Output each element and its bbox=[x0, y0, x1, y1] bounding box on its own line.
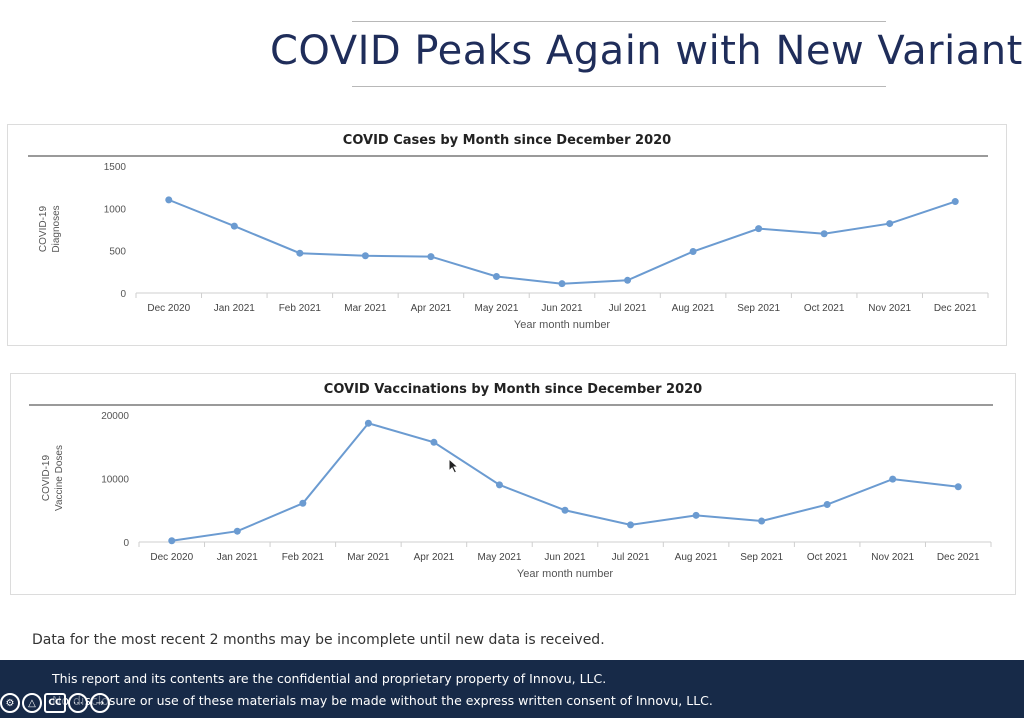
player-controls: ⚙ △ CC ⋯ → bbox=[0, 692, 110, 714]
forward-icon[interactable]: → bbox=[90, 693, 110, 713]
mouse-cursor-icon bbox=[448, 458, 460, 474]
data-point[interactable] bbox=[689, 248, 697, 256]
y-axis-title: COVID-19 Vaccine Doses bbox=[41, 445, 65, 511]
data-point[interactable] bbox=[168, 537, 176, 545]
x-tick-label: Aug 2021 bbox=[675, 552, 718, 563]
x-tick-label: Dec 2020 bbox=[147, 303, 190, 314]
x-tick-label: Jun 2021 bbox=[541, 303, 583, 314]
data-point[interactable] bbox=[427, 253, 435, 261]
x-tick-label: May 2021 bbox=[478, 552, 522, 563]
data-point[interactable] bbox=[299, 499, 307, 507]
data-point[interactable] bbox=[230, 222, 238, 230]
settings-icon[interactable]: ⚙ bbox=[0, 693, 20, 713]
data-point[interactable] bbox=[296, 249, 304, 257]
x-tick-label: Nov 2021 bbox=[868, 303, 911, 314]
data-point[interactable] bbox=[495, 481, 503, 489]
data-point[interactable] bbox=[627, 521, 635, 529]
title-rule-bottom bbox=[352, 86, 886, 87]
footer-confidential-text: This report and its contents are the con… bbox=[52, 671, 607, 686]
x-tick-label: Feb 2021 bbox=[282, 552, 325, 563]
x-axis-title: Year month number bbox=[514, 319, 611, 331]
y-tick-label: 10000 bbox=[101, 475, 129, 486]
x-tick-label: Oct 2021 bbox=[807, 552, 848, 563]
x-tick-label: May 2021 bbox=[475, 303, 519, 314]
x-tick-label: Sep 2021 bbox=[737, 303, 780, 314]
x-tick-label: Jul 2021 bbox=[609, 303, 647, 314]
x-tick-label: Jan 2021 bbox=[214, 303, 256, 314]
x-tick-label: Jun 2021 bbox=[544, 552, 586, 563]
x-tick-label: Oct 2021 bbox=[804, 303, 845, 314]
data-point[interactable] bbox=[954, 483, 962, 491]
data-point[interactable] bbox=[361, 252, 369, 260]
y-tick-label: 1500 bbox=[104, 162, 127, 173]
y-tick-label: 0 bbox=[120, 289, 126, 300]
x-tick-label: Dec 2021 bbox=[937, 552, 980, 563]
data-point[interactable] bbox=[758, 517, 766, 525]
data-point[interactable] bbox=[889, 475, 897, 483]
x-tick-label: Nov 2021 bbox=[871, 552, 914, 563]
x-tick-label: Apr 2021 bbox=[411, 303, 452, 314]
title-rule-top bbox=[352, 21, 886, 22]
series-line bbox=[171, 422, 959, 542]
x-tick-label: Apr 2021 bbox=[414, 552, 455, 563]
series-line bbox=[168, 198, 956, 285]
data-point[interactable] bbox=[820, 230, 828, 238]
data-point[interactable] bbox=[364, 419, 372, 427]
data-point[interactable] bbox=[692, 511, 700, 519]
x-axis-title: Year month number bbox=[517, 568, 614, 580]
cases-chart-panel: COVID Cases by Month since December 2020… bbox=[7, 124, 1007, 346]
data-point[interactable] bbox=[233, 527, 241, 535]
x-tick-label: Sep 2021 bbox=[740, 552, 783, 563]
x-tick-label: Mar 2021 bbox=[344, 303, 387, 314]
footer-disclosure-text: No disclosure or use of these materials … bbox=[52, 693, 713, 708]
data-point[interactable] bbox=[430, 438, 438, 446]
data-point[interactable] bbox=[886, 220, 894, 228]
footer: This report and its contents are the con… bbox=[0, 660, 1024, 718]
data-point[interactable] bbox=[624, 276, 632, 284]
y-axis-title-line: Vaccine Doses bbox=[54, 445, 65, 511]
cases-chart-title: COVID Cases by Month since December 2020 bbox=[342, 133, 672, 148]
vaccinations-chart-title-rule bbox=[29, 404, 993, 406]
data-point[interactable] bbox=[492, 272, 500, 280]
x-tick-label: Jul 2021 bbox=[612, 552, 650, 563]
y-tick-label: 20000 bbox=[101, 411, 129, 422]
x-tick-label: Aug 2021 bbox=[672, 303, 715, 314]
captions-icon[interactable]: CC bbox=[44, 693, 66, 713]
y-axis-title-line: COVID-19 bbox=[38, 206, 49, 253]
data-point[interactable] bbox=[165, 196, 173, 204]
cases-line-chart: 0 500 1000 1500 Dec 2020 Jan 2021 Feb 2021 Mar … bbox=[38, 162, 989, 331]
more-icon[interactable]: ⋯ bbox=[68, 693, 88, 713]
y-tick-label: 0 bbox=[123, 538, 129, 549]
x-tick-label: Dec 2020 bbox=[150, 552, 193, 563]
y-axis-title-line: COVID-19 bbox=[41, 455, 52, 502]
data-point[interactable] bbox=[951, 198, 959, 206]
x-tick-label: Jan 2021 bbox=[217, 552, 259, 563]
y-tick-label: 1000 bbox=[104, 204, 127, 215]
y-axis-title-line: Diagnoses bbox=[51, 205, 62, 252]
cases-chart-title-rule bbox=[28, 155, 988, 157]
warning-icon[interactable]: △ bbox=[22, 693, 42, 713]
data-point[interactable] bbox=[823, 501, 831, 509]
vaccinations-chart-title: COVID Vaccinations by Month since Decemb… bbox=[323, 382, 703, 397]
y-tick-label: 500 bbox=[109, 247, 126, 258]
data-note: Data for the most recent 2 months may be… bbox=[32, 632, 605, 648]
data-point[interactable] bbox=[755, 225, 763, 233]
vaccinations-line-chart: 0 10000 20000 Dec 2020 Jan 2021 Feb 2021 Mar 2… bbox=[41, 411, 992, 580]
data-point[interactable] bbox=[558, 280, 566, 288]
data-point[interactable] bbox=[561, 506, 569, 514]
y-axis-title: COVID-19 Diagnoses bbox=[38, 205, 62, 252]
x-tick-label: Mar 2021 bbox=[347, 552, 390, 563]
page-title: COVID Peaks Again with New Variants bbox=[270, 28, 1024, 74]
x-tick-label: Feb 2021 bbox=[279, 303, 322, 314]
x-tick-label: Dec 2021 bbox=[934, 303, 977, 314]
vaccinations-chart-panel: COVID Vaccinations by Month since Decemb… bbox=[10, 373, 1016, 595]
